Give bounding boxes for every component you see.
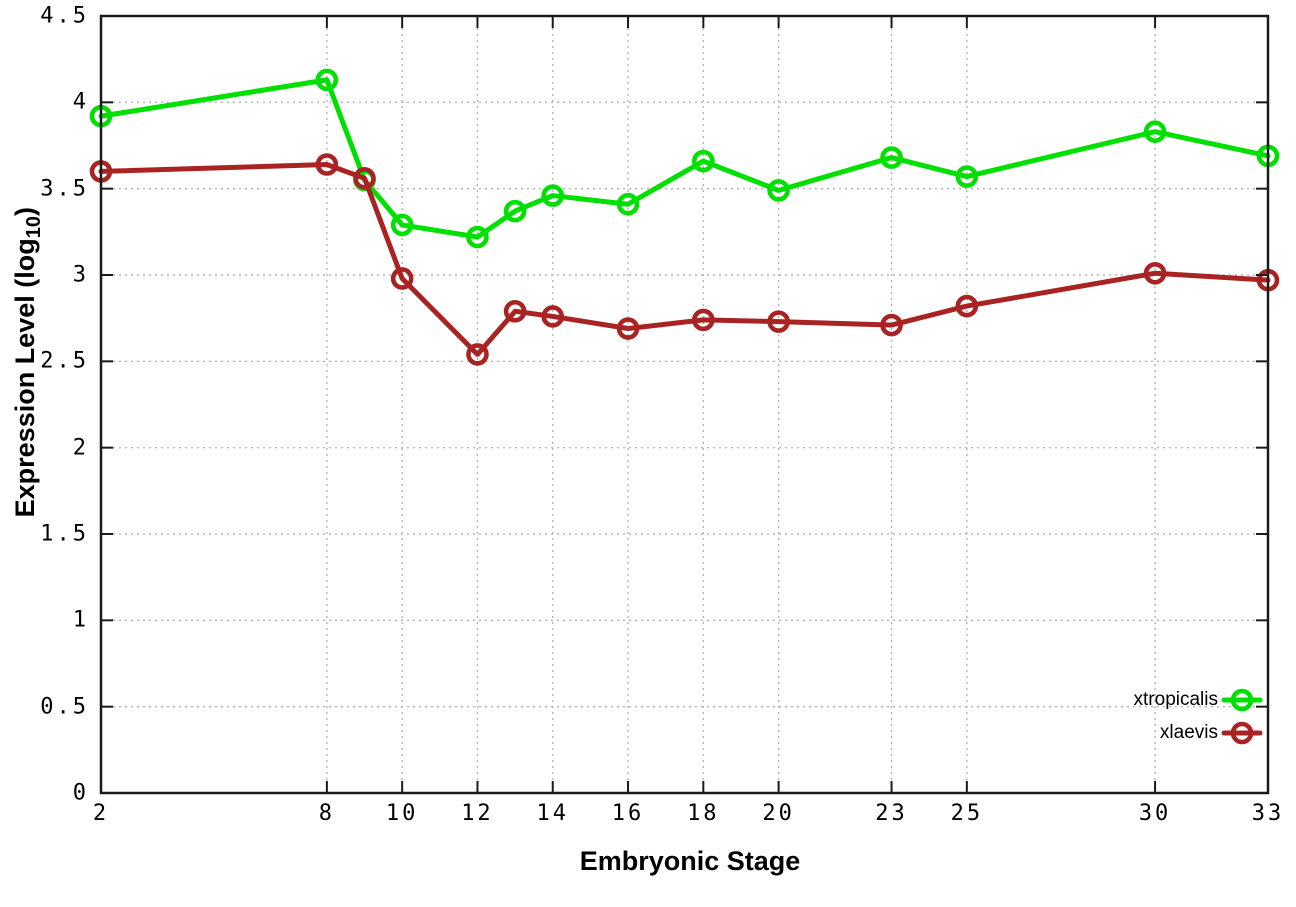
- data-point-xtropicalis: [466, 225, 489, 249]
- data-point-xtropicalis: [616, 192, 640, 216]
- data-point-xlaevis: [353, 167, 376, 190]
- x-tick-label: 10: [385, 801, 419, 826]
- gridlines: [101, 16, 1268, 793]
- data-point-xtropicalis: [692, 149, 715, 173]
- data-point-xtropicalis: [541, 184, 565, 207]
- x-tick-label: 12: [461, 801, 494, 826]
- x-tick-label: 14: [536, 801, 569, 826]
- x-tick-label: 20: [762, 801, 795, 826]
- legend-marker-xlaevis: [1230, 721, 1254, 745]
- data-point-xlaevis: [315, 153, 339, 176]
- data-point-xtropicalis: [1143, 120, 1167, 143]
- y-axis-title-text: Expression Level (log: [9, 238, 40, 518]
- data-point-xlaevis: [955, 294, 979, 318]
- border-rect: [99, 14, 1270, 795]
- data-point-xlaevis: [503, 299, 527, 323]
- y-tick-label: 1: [72, 607, 89, 633]
- series-line-xtropicalis: [98, 77, 1271, 240]
- data-point-xlaevis: [1143, 261, 1167, 285]
- y-tick-label: 3.5: [40, 176, 89, 202]
- data-point-xtropicalis: [767, 179, 790, 202]
- data-point-xlaevis: [466, 343, 489, 366]
- x-tick-label: 8: [318, 801, 335, 826]
- data-point-xlaevis: [390, 267, 414, 290]
- x-tick-label: 18: [687, 801, 720, 826]
- y-axis-title-close: ): [9, 207, 40, 217]
- x-tick-label: 23: [875, 801, 908, 826]
- x-tick-label: 30: [1138, 801, 1172, 826]
- data-point-xtropicalis: [503, 199, 527, 223]
- y-tick-label: 1.5: [40, 521, 89, 547]
- y-tick-label: 0.5: [40, 694, 89, 720]
- x-tick-label: 2: [92, 801, 110, 826]
- tick-marks: [100, 15, 1269, 794]
- y-tick-label: 2.5: [40, 348, 89, 374]
- data-point-xtropicalis: [315, 68, 339, 92]
- y-tick-label: 3: [72, 262, 89, 288]
- data-point-xlaevis: [767, 310, 790, 333]
- data-series: [89, 68, 1280, 366]
- y-tick-label: 2: [72, 435, 89, 461]
- legend-label-xtropicalis: xtropicalis: [1133, 689, 1218, 710]
- legend-label-xlaevis: xlaevis: [1159, 722, 1218, 743]
- legend-marker-xtropicalis: [1230, 688, 1254, 712]
- y-tick-label: 0: [72, 780, 89, 806]
- y-axis-title-subscript: 10: [23, 216, 46, 239]
- y-tick-label: 4.5: [40, 3, 89, 29]
- y-tick-label: 4: [72, 89, 89, 115]
- legend-markers: [1221, 688, 1263, 745]
- data-point-xtropicalis: [955, 165, 979, 188]
- data-point-xlaevis: [692, 308, 715, 332]
- data-point-xlaevis: [880, 313, 903, 337]
- data-point-xtropicalis: [390, 213, 414, 237]
- x-axis-title: Embryonic Stage: [579, 846, 801, 876]
- x-tick-label: 33: [1251, 801, 1285, 826]
- data-point-xlaevis: [541, 305, 565, 328]
- data-point-xlaevis: [616, 317, 640, 340]
- series-line-xlaevis: [98, 161, 1271, 357]
- x-tick-label: 16: [611, 801, 645, 826]
- x-tick-label: 25: [950, 801, 984, 826]
- data-point-xtropicalis: [880, 146, 903, 169]
- plot-border: [99, 14, 1270, 795]
